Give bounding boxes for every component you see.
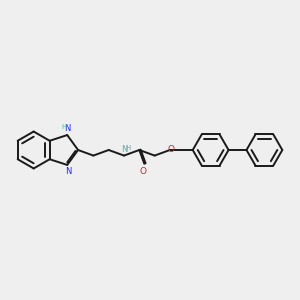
Text: N: N [64, 124, 71, 134]
Text: N: N [65, 167, 71, 176]
Text: N: N [121, 145, 128, 154]
Text: O: O [167, 145, 175, 154]
Text: H: H [61, 124, 67, 130]
Text: H: H [125, 145, 130, 151]
Text: O: O [140, 167, 147, 176]
